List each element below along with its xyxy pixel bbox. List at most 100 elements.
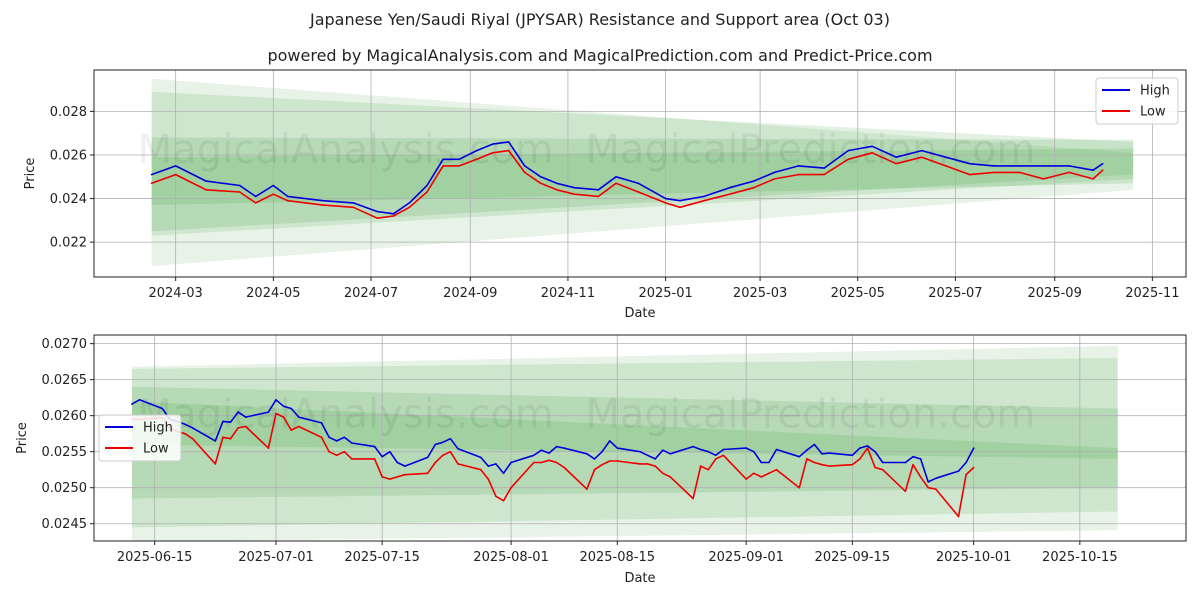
data-point-high xyxy=(707,450,710,453)
data-point-high xyxy=(510,461,512,464)
data-point-high xyxy=(408,202,411,204)
data-point-high xyxy=(286,195,289,198)
x-tick-label: 2024-07 xyxy=(344,286,398,301)
data-point-high xyxy=(745,447,747,449)
data-point-low xyxy=(205,189,207,191)
data-point-low xyxy=(267,447,270,449)
data-point-high xyxy=(290,407,293,410)
y-tick-label: 0.022 xyxy=(50,236,87,251)
data-point-high xyxy=(662,449,664,452)
support-resistance-band-3 xyxy=(131,386,1118,499)
data-point-high xyxy=(679,199,681,202)
data-point-high xyxy=(957,470,960,472)
x-tick-label: 2024-09 xyxy=(443,286,497,301)
data-point-low xyxy=(396,476,399,478)
plot-area: MagicalAnalysis.com MagicalPrediction.com xyxy=(94,70,1186,277)
data-point-high xyxy=(495,463,497,465)
data-point-low xyxy=(480,468,482,471)
data-point-low xyxy=(548,459,550,462)
x-tick-label: 2025-07 xyxy=(928,286,982,301)
data-point-high xyxy=(615,176,617,178)
data-point-high xyxy=(969,162,971,165)
data-point-high xyxy=(601,450,603,453)
data-point-low xyxy=(881,468,884,471)
data-point-low xyxy=(322,204,324,206)
support-resistance-band-3 xyxy=(151,137,1134,232)
data-point-high xyxy=(272,184,275,187)
data-point-high xyxy=(813,443,816,446)
data-point-low xyxy=(597,195,600,198)
data-point-high xyxy=(457,448,459,450)
x-tick-label: 2025-05 xyxy=(831,286,885,301)
data-point-low xyxy=(389,478,391,480)
y-tick-label: 0.024 xyxy=(50,192,87,207)
y-tick-label: 0.0270 xyxy=(42,337,88,352)
legend: High Low xyxy=(1095,77,1179,125)
data-point-high xyxy=(275,399,277,401)
data-point-low xyxy=(828,465,831,467)
x-tick-label: 2024-05 xyxy=(246,286,300,301)
data-point-high xyxy=(664,197,667,200)
x-tick-label: 2024-03 xyxy=(148,286,202,301)
data-point-low xyxy=(813,461,816,464)
legend: High Low xyxy=(98,414,182,462)
data-point-low xyxy=(874,466,876,469)
data-point-low xyxy=(1101,169,1104,171)
data-point-high xyxy=(237,411,239,413)
data-point-low xyxy=(502,499,505,502)
data-point-low xyxy=(965,473,967,476)
legend-label-high: High xyxy=(1140,84,1170,99)
data-point-low xyxy=(457,463,459,465)
data-point-low xyxy=(442,454,444,457)
data-point-high xyxy=(773,171,776,174)
data-point-high xyxy=(597,189,600,191)
data-point-low xyxy=(639,463,641,465)
data-point-high xyxy=(404,465,406,467)
data-point-high xyxy=(174,165,177,167)
x-tick-label: 2025-03 xyxy=(733,286,787,301)
data-point-low xyxy=(290,429,293,431)
data-point-low xyxy=(184,432,186,435)
data-point-low xyxy=(563,466,565,469)
support-resistance-band-4 xyxy=(151,148,1134,206)
data-point-low xyxy=(328,450,330,453)
data-point-low xyxy=(191,437,194,440)
data-point-high xyxy=(586,453,588,455)
x-tick-label: 2025-11 xyxy=(1125,286,1179,301)
data-point-low xyxy=(654,465,656,467)
watermark-prediction: MagicalPrediction.com xyxy=(585,392,1035,438)
data-point-high xyxy=(945,156,947,158)
data-point-low xyxy=(699,465,702,467)
data-point-high xyxy=(222,420,224,423)
data-point-high xyxy=(703,195,705,198)
data-point-low xyxy=(664,202,667,204)
data-point-high xyxy=(646,454,649,457)
data-point-high xyxy=(1042,165,1045,167)
data-point-high xyxy=(919,458,922,460)
watermark-analysis: MagicalAnalysis.com xyxy=(138,127,554,173)
plot-area: MagicalAnalysis.com MagicalPrediction.com xyxy=(94,335,1186,541)
data-point-high xyxy=(298,416,300,418)
data-point-low xyxy=(533,461,535,464)
data-point-high xyxy=(138,399,141,401)
data-point-high xyxy=(320,422,323,424)
data-point-high xyxy=(351,442,353,444)
data-point-high xyxy=(715,454,717,457)
data-point-low xyxy=(510,486,512,489)
data-point-low xyxy=(847,158,849,161)
data-point-low xyxy=(615,182,617,185)
data-point-high xyxy=(871,145,873,148)
data-point-low xyxy=(851,463,854,466)
data-point-low xyxy=(174,173,177,176)
data-point-low xyxy=(715,458,717,460)
data-point-low xyxy=(237,427,239,429)
data-point-low xyxy=(373,458,376,460)
data-point-low xyxy=(507,149,510,152)
legend-label-low: Low xyxy=(1140,105,1166,120)
data-point-low xyxy=(1018,171,1021,174)
data-point-low xyxy=(442,165,444,167)
data-point-low xyxy=(806,458,808,460)
data-point-high xyxy=(752,180,755,182)
data-point-low xyxy=(434,461,437,464)
x-tick-label: 2025-07-15 xyxy=(344,550,420,565)
